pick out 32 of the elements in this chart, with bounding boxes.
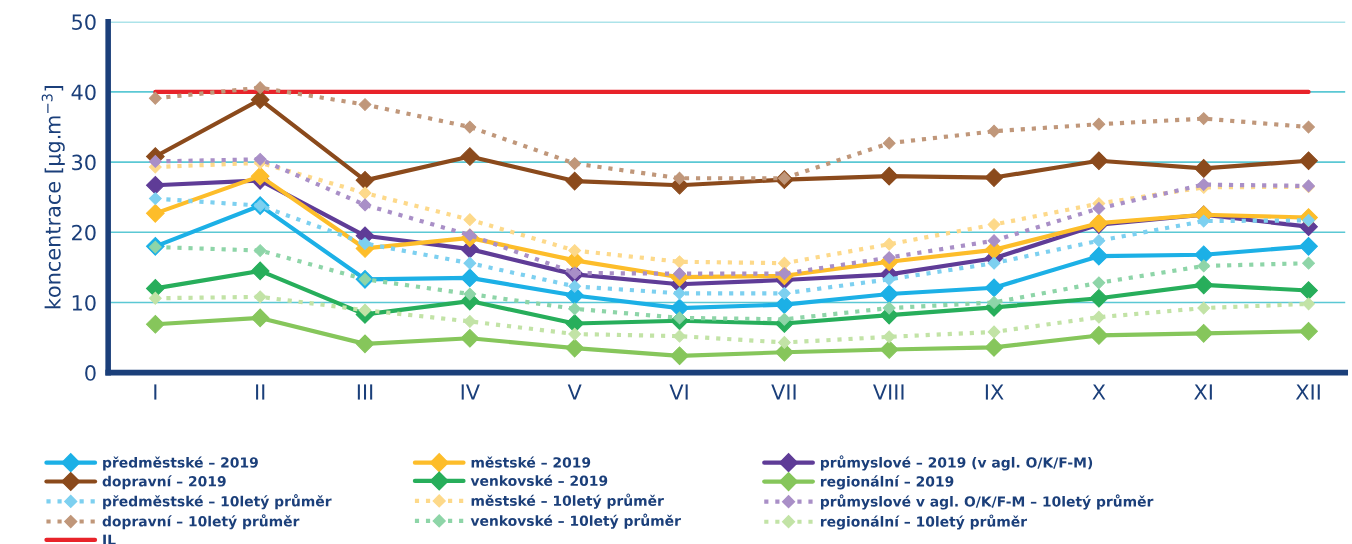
x-tick-label: V [567, 384, 582, 400]
legend-label: městské – 2019 [471, 456, 591, 468]
y-tick-label: 10 [72, 294, 96, 311]
legend-label: předměstské – 10letý průměr [103, 494, 332, 510]
legend-label: městské – 10letý průměr [471, 493, 664, 509]
legend-label: průmyslové v agl. O/K/F-M – 10letý průměr [820, 494, 1154, 510]
legend-label: předměstské – 2019 [103, 456, 258, 471]
x-tick-label: VIII [873, 384, 904, 400]
x-tick-label: IX [985, 384, 1004, 400]
x-tick-label: III [357, 384, 373, 400]
y-tick-label: 0 [85, 365, 96, 381]
legend-label: průmyslové – 2019 (v agl. O/K/F-M) [820, 455, 1093, 471]
y-tick-label: 20 [72, 224, 96, 241]
x-tick-label: XI [1194, 384, 1212, 400]
x-tick-label: XII [1295, 384, 1320, 400]
x-tick-label: X [1092, 384, 1106, 400]
y-tick-label: 30 [72, 154, 96, 171]
legend-label: regionální – 2019 [820, 475, 954, 490]
y-axis-title: koncentrace [µg.m$^{−3}$] [41, 86, 65, 309]
x-tick-label: IV [461, 384, 480, 400]
x-tick-label: VII [771, 384, 796, 400]
y-tick-label: 40 [71, 84, 96, 101]
y-tick-label: 50 [72, 14, 96, 30]
legend-label: venkovské – 2019 [470, 474, 608, 487]
x-tick-label: VI [669, 384, 688, 400]
legend-label: dopravní – 10letý průměr [102, 514, 300, 530]
legend-label: IL [103, 534, 116, 544]
legend-label: dopravní – 2019 [102, 475, 226, 490]
legend-label: regionální – 10letý průměr [820, 514, 1028, 530]
x-tick-label: II [256, 384, 265, 400]
x-tick-label: I [154, 384, 157, 400]
legend-label: venkovské – 10letý průměr [470, 513, 681, 529]
